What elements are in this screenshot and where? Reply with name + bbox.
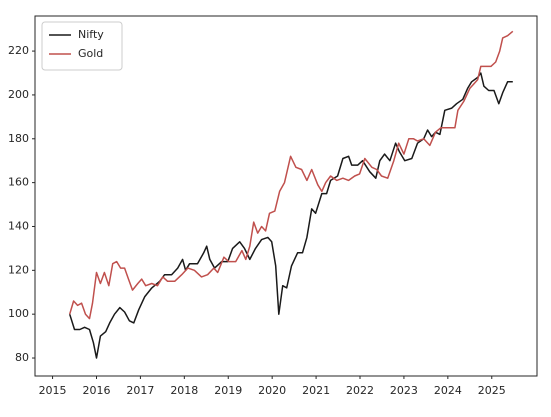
line: [68, 30, 514, 320]
x-tick-label: 2020: [258, 384, 286, 397]
x-tick-label: 2015: [39, 384, 67, 397]
x-tick-label: 2023: [390, 384, 418, 397]
x-tick-label: 2016: [82, 384, 110, 397]
y-tick-label: 160: [8, 176, 29, 189]
y-tick-label: 200: [8, 88, 29, 101]
x-tick-label: 2021: [302, 384, 330, 397]
line: [68, 72, 513, 359]
x-tick-label: 2018: [170, 384, 198, 397]
plot-frame: [34, 15, 538, 377]
y-tick-label: 220: [8, 44, 29, 57]
x-tick-label: 2025: [478, 384, 506, 397]
y-tick-label: 140: [8, 219, 29, 232]
y-tick-label: 100: [8, 307, 29, 320]
y-tick-label: 180: [8, 132, 29, 145]
y-tick-label: 120: [8, 263, 29, 276]
x-tick-label: 2024: [434, 384, 462, 397]
x-tick-label: 2022: [346, 384, 374, 397]
legend-label: Nifty: [78, 28, 104, 41]
x-tick-label: 2019: [214, 384, 242, 397]
x-tick-label: 2017: [126, 384, 154, 397]
y-tick-label: 80: [15, 351, 29, 364]
legend-box: [41, 21, 123, 71]
legend-label: Gold: [78, 47, 103, 60]
